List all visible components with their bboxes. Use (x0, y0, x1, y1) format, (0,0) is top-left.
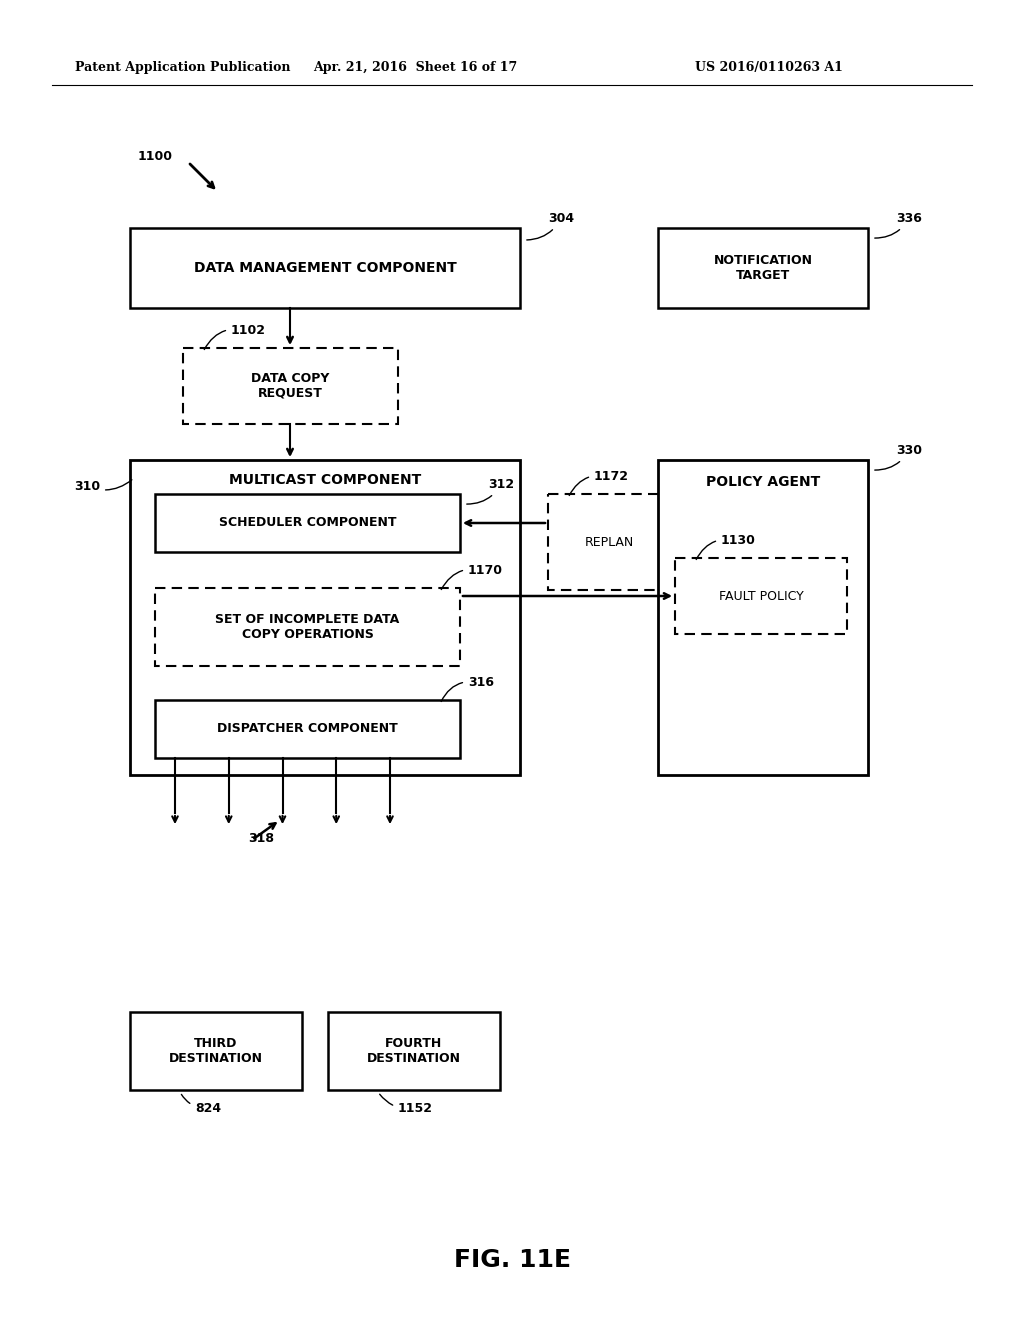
Bar (155, 494, 460, 552)
Text: DATA COPY
REQUEST: DATA COPY REQUEST (251, 372, 330, 400)
Text: 336: 336 (874, 213, 922, 238)
Bar (130, 459, 520, 775)
Text: US 2016/0110263 A1: US 2016/0110263 A1 (695, 62, 843, 74)
Text: 1102: 1102 (204, 323, 266, 350)
Text: Patent Application Publication: Patent Application Publication (75, 62, 291, 74)
Bar (658, 459, 868, 775)
Text: 316: 316 (441, 676, 494, 701)
Bar (675, 558, 847, 634)
Text: SCHEDULER COMPONENT: SCHEDULER COMPONENT (219, 516, 396, 529)
Text: POLICY AGENT: POLICY AGENT (706, 475, 820, 488)
Text: FOURTH
DESTINATION: FOURTH DESTINATION (367, 1038, 461, 1065)
Text: DATA MANAGEMENT COMPONENT: DATA MANAGEMENT COMPONENT (194, 261, 457, 275)
Text: NOTIFICATION
TARGET: NOTIFICATION TARGET (714, 253, 812, 282)
Text: 1100: 1100 (138, 150, 173, 164)
Bar (130, 228, 520, 308)
Text: 304: 304 (526, 213, 574, 240)
Text: Apr. 21, 2016  Sheet 16 of 17: Apr. 21, 2016 Sheet 16 of 17 (313, 62, 517, 74)
Text: 1170: 1170 (441, 564, 503, 590)
Text: 330: 330 (874, 444, 922, 470)
Text: 310: 310 (74, 479, 132, 492)
Text: 318: 318 (248, 832, 274, 845)
Bar (130, 1012, 302, 1090)
Text: FAULT POLICY: FAULT POLICY (719, 590, 804, 602)
Bar (658, 228, 868, 308)
Text: 1152: 1152 (380, 1094, 433, 1115)
Bar (548, 494, 670, 590)
Bar (328, 1012, 500, 1090)
Text: 312: 312 (467, 478, 514, 504)
Bar (183, 348, 398, 424)
Bar (155, 587, 460, 667)
Text: DISPATCHER COMPONENT: DISPATCHER COMPONENT (217, 722, 398, 735)
Text: 1130: 1130 (696, 535, 756, 560)
Text: SET OF INCOMPLETE DATA
COPY OPERATIONS: SET OF INCOMPLETE DATA COPY OPERATIONS (215, 612, 399, 642)
Text: FIG. 11E: FIG. 11E (454, 1247, 570, 1272)
Text: 1172: 1172 (569, 470, 629, 495)
Text: 824: 824 (181, 1094, 221, 1115)
Text: THIRD
DESTINATION: THIRD DESTINATION (169, 1038, 263, 1065)
Text: REPLAN: REPLAN (585, 536, 634, 549)
Text: MULTICAST COMPONENT: MULTICAST COMPONENT (229, 473, 421, 487)
Bar (155, 700, 460, 758)
